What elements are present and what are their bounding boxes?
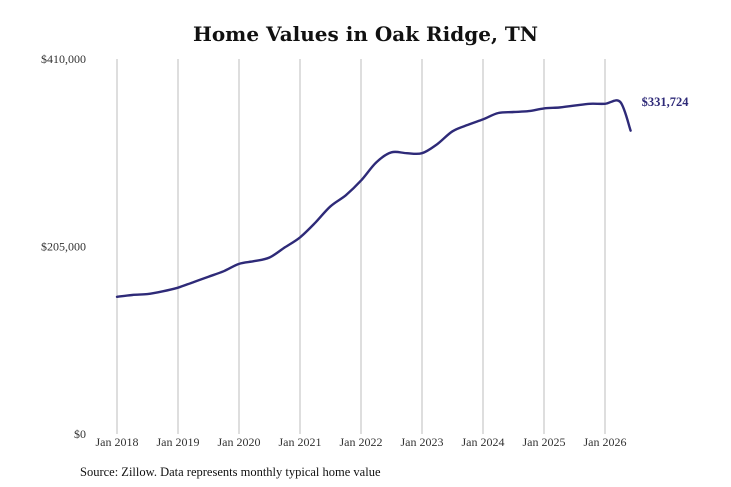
chart-title: Home Values in Oak Ridge, TN	[192, 22, 539, 46]
x-tick-label: Jan 2019	[157, 435, 200, 449]
x-tick-label: Jan 2025	[523, 435, 566, 449]
y-tick-label: $205,000	[41, 240, 86, 254]
x-tick-label: Jan 2024	[462, 435, 505, 449]
x-tick-label: Jan 2021	[279, 435, 322, 449]
x-tick-label: Jan 2023	[401, 435, 444, 449]
y-tick-label: $0	[74, 427, 86, 441]
source-note: Source: Zillow. Data represents monthly …	[80, 465, 381, 479]
end-value-label: $331,724	[642, 95, 690, 109]
y-tick-label: $410,000	[41, 52, 86, 66]
x-tick-label: Jan 2018	[96, 435, 139, 449]
x-tick-label: Jan 2026	[584, 435, 627, 449]
x-tick-label: Jan 2020	[218, 435, 261, 449]
x-tick-label: Jan 2022	[340, 435, 383, 449]
home-value-line	[115, 99, 632, 298]
